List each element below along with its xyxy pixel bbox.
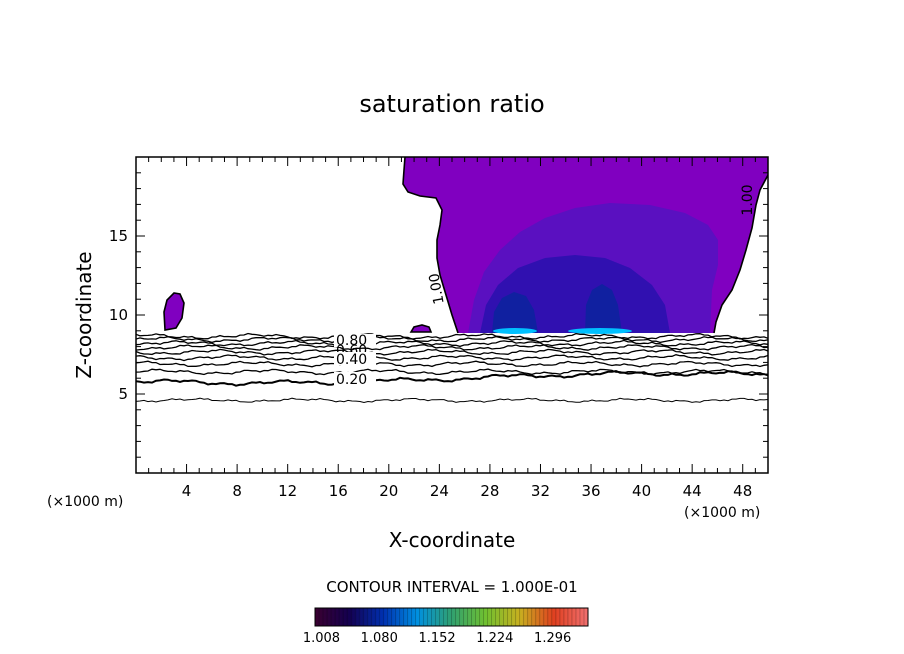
x-tick-label: 44 [683,482,702,500]
x-tick-label: 16 [329,482,348,500]
y-axis-label: Z-coordinate [72,251,96,378]
contour-line-1.00-island-mid [409,324,433,333]
contour-interval-label: CONTOUR INTERVAL = 1.000E-01 [326,578,577,596]
x-tick-label: 32 [531,482,550,500]
contour-lines [136,157,768,404]
chart-title: saturation ratio [359,90,544,118]
contour-label-0.40: 0.40 [336,352,367,368]
x-axis: 4 8 12 16 20 24 28 32 36 40 44 48 [148,157,756,500]
contour-line-stratum [136,335,768,344]
contour-line-stratum [136,354,768,362]
x-tick-label: 4 [182,482,192,500]
fill-peak-right [568,328,632,334]
y-axis: 5 10 15 [109,172,768,458]
x-tick-label: 8 [232,482,242,500]
contour-line-stratum [136,339,768,348]
contour-labels: 0.80 0.60 0.40 0.20 1.00 1.00 [334,184,756,388]
contour-line-1.00-main [402,157,768,334]
contour-label-0.20: 0.20 [336,372,367,388]
fill-core-left [492,292,538,333]
contour-line-stratum [136,348,768,356]
x-tick-label: 48 [733,482,752,500]
colorbar-tick-label: 1.296 [534,631,571,646]
x-unit-label: (×1000 m) [684,505,760,521]
colorbar-gradient [315,608,588,626]
x-tick-label: 12 [278,482,297,500]
x-tick-label: 20 [379,482,398,500]
contour-line-stratum [136,360,768,368]
x-tick-label: 24 [430,482,449,500]
contour-label-1.00-right: 1.00 [740,184,756,215]
colorbar-tick-label: 1.080 [361,631,398,646]
colorbar-frame [314,607,589,627]
fill-peak-left [493,328,537,334]
x-axis-label: X-coordinate [389,528,516,552]
colorbar: 1.008 1.080 1.152 1.224 1.296 [303,607,589,646]
colorbar-tick-label: 1.152 [418,631,455,646]
contour-fills [164,157,768,334]
contour-label-0.80: 0.80 [336,333,367,349]
fill-core-right [585,284,622,333]
y-tick-label: 15 [109,227,128,245]
x-tick-label: 28 [480,482,499,500]
colorbar-stripes [318,608,585,626]
x-tick-label: 40 [632,482,651,500]
y-tick-label: 10 [109,306,128,324]
z-unit-label: (×1000 m) [47,494,123,510]
colorbar-tick-label: 1.008 [303,631,340,646]
x-tick-label: 36 [581,482,600,500]
fill-island-left [164,293,184,330]
colorbar-tick-label: 1.224 [476,631,513,646]
contour-line-stratum [136,397,768,404]
contour-label-1.00-left: 1.00 [426,272,447,305]
contour-line-stratum [136,369,768,387]
contour-line-1.00-island-left [163,292,185,331]
stratified-contours [136,332,768,404]
y-tick-label: 5 [118,385,128,403]
contour-line-stratum [136,332,768,340]
contour-line-stratum [136,368,768,376]
contour-line-stratum [136,343,768,351]
